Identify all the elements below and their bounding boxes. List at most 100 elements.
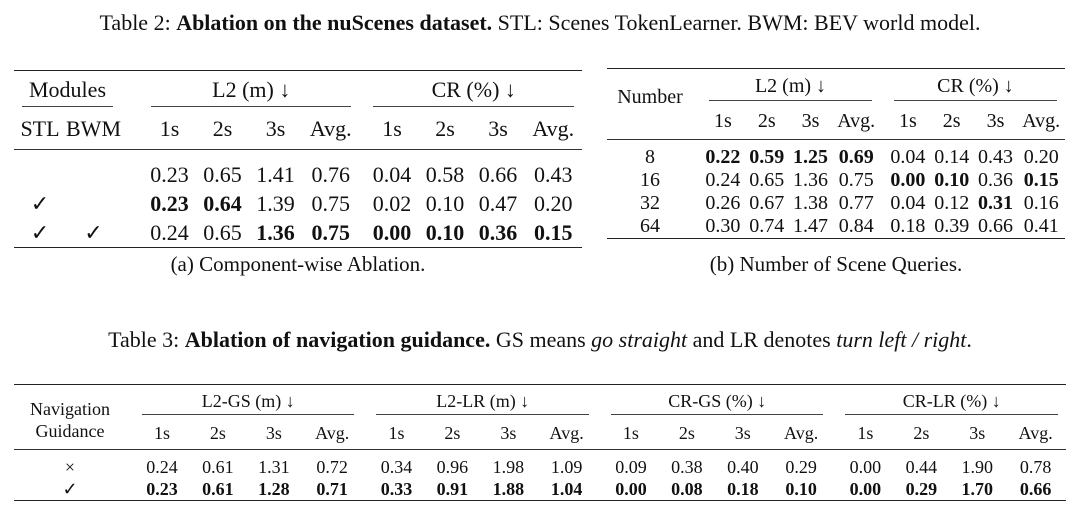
col-header: Avg. [832,103,880,140]
cell: 0.65 [196,218,249,248]
header-nav-line2: Guidance [35,421,105,441]
cell: 0.39 [929,215,974,239]
table-row: ✓ 0.23 0.61 1.28 0.71 0.33 0.91 1.88 1.0… [14,478,1066,501]
cell: 1.31 [258,456,290,477]
cell: 0.75 [311,190,350,216]
cell: 0.47 [478,190,518,216]
table-row: 32 0.26 0.67 1.38 0.77 0.04 0.12 0.31 0.… [607,192,1065,215]
col-header: 3s [245,417,302,450]
col-header: 3s [480,417,537,450]
cell: 0.24 [705,169,741,191]
cell: 0.00 [849,456,882,477]
cell: 0.08 [658,478,715,501]
cell: 0.02 [372,190,412,216]
header-navigation-guidance: Navigation Guidance [14,384,126,450]
col-header: 2s [658,417,715,450]
cell: 0.58 [425,161,465,187]
table-row: ✓ 0.23 0.64 1.39 0.75 0.02 0.10 0.47 0.2… [14,189,582,218]
cell: 0.00 [602,478,659,501]
cell: 0.04 [890,192,926,214]
table3-caption-mid: and LR denotes [692,327,831,352]
cell: 0.78 [1019,456,1052,477]
cell: 0.33 [368,478,425,501]
header-l2: L2 (m) ↓ [143,70,360,109]
table2-caption-label: Table 2: [99,10,171,35]
cell: 0.43 [978,146,1013,168]
cell: 0.15 [524,218,582,248]
table2-caption-bold: Ablation on the nuScenes dataset. [176,10,493,35]
cell: 0.22 [705,146,741,168]
cell: 0.00 [365,218,419,248]
cell: 0.96 [436,456,469,477]
header-group: L2-LR (m) ↓ [368,384,597,417]
cell: 0.00 [890,169,926,191]
table-row: ✓ ✓ 0.24 0.65 1.36 0.75 0.00 0.10 0.36 0… [14,218,582,248]
col-header: Avg. [770,417,832,450]
cell: 0.66 [973,215,1018,239]
cell: 0.23 [150,190,189,216]
col-header: Avg. [524,109,582,150]
table-row: 64 0.30 0.74 1.47 0.84 0.18 0.39 0.66 0.… [607,215,1065,239]
col-header: Avg. [302,109,360,150]
cell: 0.10 [425,190,465,216]
cell: 0.61 [202,456,234,477]
cell: 0.65 [203,161,242,187]
col-header: Avg. [1005,417,1066,450]
cell: 0.29 [893,478,950,501]
cell: 0.75 [302,218,360,248]
guidance-mark: × [64,456,76,477]
col-header: 3s [471,109,525,150]
table3-caption: Table 3: Ablation of navigation guidance… [0,327,1080,353]
bwm-mark: ✓ [66,218,121,248]
table2-caption: Table 2: Ablation on the nuScenes datase… [0,10,1080,36]
table-row: 8 0.22 0.59 1.25 0.69 0.04 0.14 0.43 0.2… [607,146,1065,169]
cell: 0.43 [533,161,573,187]
cell: 1.41 [256,161,295,187]
cell: 1.36 [249,218,302,248]
cell: 0.34 [380,456,413,477]
cell: 0.61 [189,478,246,501]
cell: 1.09 [550,456,583,477]
cell: 0.31 [978,192,1013,214]
cell: 1.39 [256,190,295,216]
cell: 1.38 [793,192,829,214]
cell: 0.76 [311,161,350,187]
table3-caption-pre: GS means [495,327,586,352]
col-header: Avg. [1017,103,1065,140]
cell: 0.66 [478,161,518,187]
cell: 0.09 [615,456,647,477]
col-header: 3s [949,417,1006,450]
header-cr: CR (%) ↓ [365,70,582,109]
table-row: 16 0.24 0.65 1.36 0.75 0.00 0.10 0.36 0.… [607,169,1065,192]
cell: 0.24 [146,456,178,477]
col-header: 1s [134,417,190,450]
cell: 0.04 [372,161,412,187]
header-modules: Modules [14,70,121,109]
header-l2: L2 (m) ↓ [701,68,880,103]
col-header: 3s [788,103,833,140]
cell: 1.47 [788,215,833,239]
table-scene-queries: Number L2 (m) ↓ CR (%) ↓ 1s 2s 3s Avg. 1… [607,68,1065,239]
cell: 0.10 [770,478,832,501]
cell: 0.65 [749,169,785,191]
cell: 0.66 [1005,478,1066,501]
table3-caption-gs: go straight [591,327,688,352]
col-header: 1s [368,417,425,450]
cell: 0.75 [838,169,874,191]
header-cr: CR (%) ↓ [885,68,1065,103]
table3-caption-end: . [966,327,972,352]
number-cell: 32 [640,192,660,214]
header-number: Number [607,68,693,140]
number-cell: 64 [607,215,693,239]
col-header: 2s [744,103,789,140]
cell: 0.10 [418,218,472,248]
table-row: × 0.24 0.61 1.31 0.72 0.34 0.96 1.98 1.0… [14,456,1066,478]
guidance-mark: ✓ [14,478,126,501]
cell: 0.69 [838,146,874,168]
header-group: CR-LR (%) ↓ [837,384,1066,417]
table-component-ablation: Modules L2 (m) ↓ CR (%) ↓ STL BWM 1s 2s … [14,70,582,248]
col-header: 2s [929,103,974,140]
cell: 0.04 [890,146,926,168]
cell: 0.71 [301,478,363,501]
cell: 0.20 [533,190,573,216]
